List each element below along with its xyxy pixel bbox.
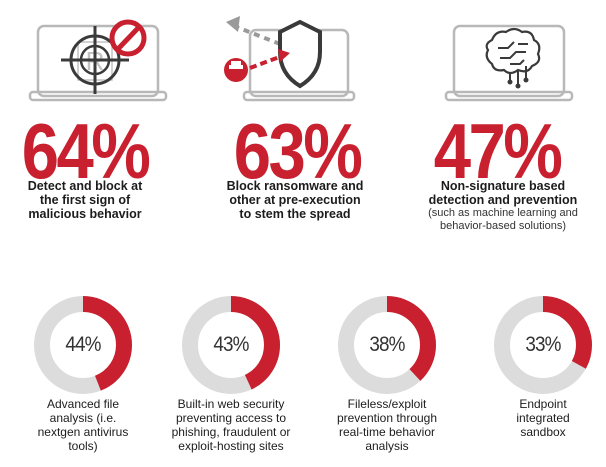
stat-desc-3: Non-signature based detection and preven… bbox=[414, 179, 592, 233]
donut-desc-1: Advanced file analysis (i.e. nextgen ant… bbox=[37, 397, 129, 453]
donut-arc-2 bbox=[182, 296, 280, 394]
donut-value-4: 33% bbox=[525, 333, 561, 356]
donut-desc-4: Endpoint integrated sandbox bbox=[516, 397, 570, 439]
crosshair-block-icon: R bbox=[28, 0, 168, 110]
donut-2: 43% bbox=[176, 290, 286, 400]
stat-value-3: 47% bbox=[433, 107, 563, 195]
donut-value-2: 43% bbox=[213, 333, 249, 356]
donut-arc-3 bbox=[338, 296, 436, 394]
shield-deflect-icon bbox=[218, 0, 358, 110]
ai-brain-icon bbox=[444, 0, 584, 110]
stat-value-1: 64% bbox=[21, 107, 151, 195]
donut-arc-4 bbox=[494, 296, 592, 394]
donut-3: 38% bbox=[332, 290, 442, 400]
stat-subdesc-3: (such as machine learning and behavior-b… bbox=[428, 207, 578, 232]
donut-desc-3: Fileless/exploit prevention through real… bbox=[336, 397, 438, 453]
stat-desc-1: Detect and block at the first sign of ma… bbox=[27, 179, 143, 221]
stat-value-2: 63% bbox=[233, 107, 363, 195]
donut-value-3: 38% bbox=[369, 333, 405, 356]
stat-desc-2: Block ransomware and other at pre-execut… bbox=[226, 179, 364, 221]
donut-value-1: 44% bbox=[65, 333, 101, 356]
donut-1: 44% bbox=[28, 290, 138, 400]
donut-4: 33% bbox=[488, 290, 598, 400]
donut-desc-2: Built-in web security preventing access … bbox=[171, 397, 291, 453]
donut-arc-1 bbox=[34, 296, 132, 394]
